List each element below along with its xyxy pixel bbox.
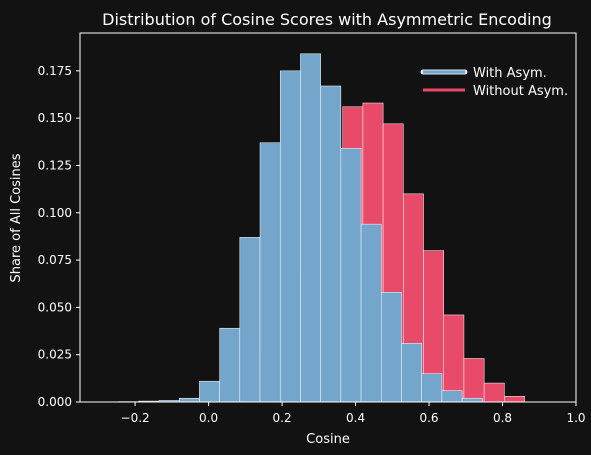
y-tick-label: 0.125 — [38, 158, 72, 172]
bar-1-11 — [340, 148, 362, 403]
bar-1-4 — [199, 380, 220, 403]
bar-1-7 — [259, 142, 281, 403]
bar-1-17 — [461, 397, 483, 403]
bar-0-17 — [504, 396, 525, 403]
bar-1-13 — [381, 291, 402, 403]
bar-0-15 — [463, 358, 485, 403]
y-tick-label: 0.025 — [38, 348, 72, 362]
y-tick-label: 0.100 — [38, 206, 72, 220]
legend-label: With Asym. — [473, 66, 547, 81]
y-tick-label: 0.150 — [38, 111, 72, 125]
x-tick-label: 1.0 — [566, 411, 585, 425]
bar-1-14 — [401, 343, 422, 403]
x-tick-label: 0.6 — [419, 411, 438, 425]
bar-0-14 — [443, 314, 465, 403]
y-tick-label: 0.075 — [38, 253, 72, 267]
y-tick-label: 0.000 — [38, 395, 72, 409]
x-tick-label: 0.8 — [493, 411, 512, 425]
legend-label: Without Asym. — [473, 84, 568, 99]
y-tick-label: 0.050 — [38, 300, 72, 314]
x-tick-label: −0.2 — [121, 411, 150, 425]
y-axis-label: Share of All Cosines — [9, 153, 24, 282]
bar-0-16 — [483, 382, 505, 403]
bar-1-3 — [178, 397, 200, 403]
x-tick-label: 0.0 — [199, 411, 218, 425]
bar-1-5 — [219, 327, 241, 403]
x-tick-label: 0.2 — [273, 411, 292, 425]
bar-1-9 — [300, 53, 321, 403]
plot-frame — [79, 32, 577, 403]
bar-1-6 — [239, 237, 261, 403]
x-axis-label: Cosine — [306, 432, 350, 447]
legend-item-1: With Asym. — [420, 66, 547, 81]
bar-1-12 — [360, 223, 382, 403]
plot-area — [118, 53, 525, 403]
bar-1-8 — [279, 70, 301, 403]
legend-item-0: Without Asym. — [423, 84, 568, 99]
chart-title: Distribution of Cosine Scores with Asymm… — [102, 10, 552, 29]
y-axis: 0.000 0.025 0.050 0.075 0.100 0.125 0.150 0.175 — [38, 64, 80, 409]
x-axis: −0.2 0.0 0.2 0.4 0.6 0.8 1.0 — [121, 402, 586, 425]
bar-1-16 — [441, 390, 463, 403]
x-tick-label: 0.4 — [346, 411, 365, 425]
bar-1-10 — [320, 85, 342, 403]
legend: With Asym. Without Asym. — [420, 66, 568, 99]
series-1 — [118, 53, 483, 403]
y-tick-label: 0.175 — [38, 64, 72, 78]
bar-1-15 — [421, 373, 443, 403]
